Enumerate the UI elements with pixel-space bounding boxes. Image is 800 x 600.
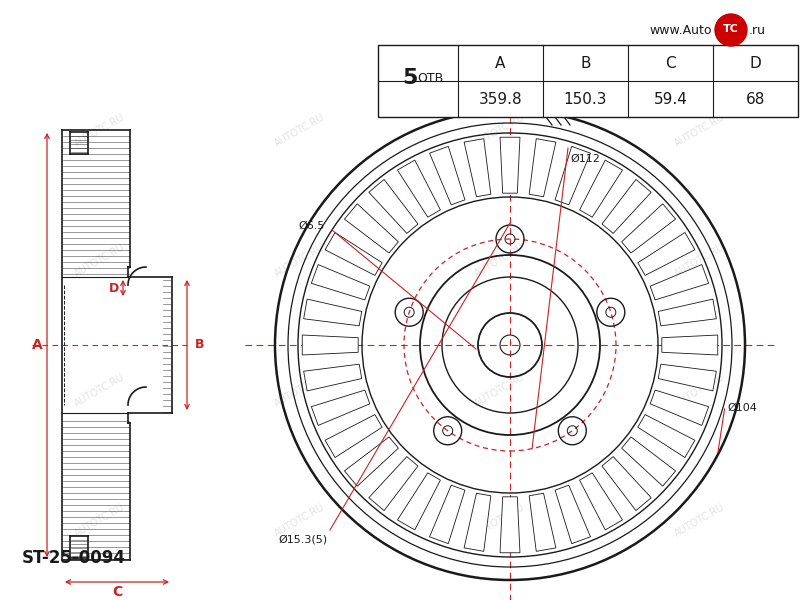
Text: B: B (195, 338, 205, 352)
Polygon shape (345, 204, 398, 253)
Text: 68: 68 (746, 91, 765, 107)
Text: AUTOTC.RU: AUTOTC.RU (473, 502, 527, 538)
Text: AUTOTC.RU: AUTOTC.RU (673, 502, 727, 538)
Polygon shape (464, 139, 491, 197)
Text: ST-25-0094: ST-25-0094 (22, 549, 126, 567)
Text: A: A (495, 55, 506, 70)
Polygon shape (325, 415, 382, 458)
Polygon shape (325, 232, 382, 275)
Polygon shape (579, 160, 622, 217)
Text: AUTOTC.RU: AUTOTC.RU (73, 242, 127, 278)
Text: AUTOTC.RU: AUTOTC.RU (473, 112, 527, 148)
Polygon shape (500, 497, 520, 553)
Text: D: D (109, 281, 119, 295)
Polygon shape (662, 335, 718, 355)
Text: Ø6.5: Ø6.5 (298, 221, 324, 231)
Text: AUTOTC.RU: AUTOTC.RU (273, 242, 327, 278)
Polygon shape (302, 335, 358, 355)
Text: 150.3: 150.3 (564, 91, 607, 107)
Text: AUTOTC.RU: AUTOTC.RU (673, 371, 727, 409)
Text: AUTOTC.RU: AUTOTC.RU (273, 371, 327, 409)
Text: 359.8: 359.8 (478, 91, 522, 107)
Text: B: B (580, 55, 590, 70)
Text: .ru: .ru (749, 23, 766, 37)
Polygon shape (579, 473, 622, 530)
Text: AUTOTC.RU: AUTOTC.RU (673, 242, 727, 278)
Polygon shape (650, 390, 709, 425)
Text: 59.4: 59.4 (654, 91, 687, 107)
Text: AUTOTC.RU: AUTOTC.RU (273, 502, 327, 538)
Polygon shape (622, 204, 675, 253)
Text: AUTOTC.RU: AUTOTC.RU (273, 112, 327, 148)
Text: A: A (32, 338, 42, 352)
Text: 5: 5 (402, 68, 418, 88)
Text: AUTOTC.RU: AUTOTC.RU (73, 112, 127, 148)
Text: www.Auto: www.Auto (650, 23, 712, 37)
Polygon shape (311, 265, 370, 300)
Polygon shape (304, 364, 362, 391)
Polygon shape (430, 146, 465, 205)
Polygon shape (658, 299, 716, 326)
Polygon shape (622, 437, 675, 486)
Text: AUTOTC.RU: AUTOTC.RU (73, 371, 127, 409)
Text: D: D (750, 55, 762, 70)
Polygon shape (638, 415, 695, 458)
Circle shape (715, 14, 747, 46)
Polygon shape (529, 493, 556, 551)
Polygon shape (638, 232, 695, 275)
Text: C: C (112, 585, 122, 599)
Polygon shape (369, 179, 418, 233)
Polygon shape (602, 457, 651, 511)
Text: TC: TC (723, 24, 739, 34)
Polygon shape (555, 146, 590, 205)
Polygon shape (398, 160, 441, 217)
Polygon shape (304, 299, 362, 326)
Text: Ø104: Ø104 (727, 403, 757, 413)
Polygon shape (464, 493, 491, 551)
Text: ОТВ.: ОТВ. (417, 71, 447, 85)
Polygon shape (500, 137, 520, 193)
Polygon shape (311, 390, 370, 425)
Polygon shape (345, 437, 398, 486)
Text: AUTOTC.RU: AUTOTC.RU (73, 502, 127, 538)
Polygon shape (602, 179, 651, 233)
Polygon shape (658, 364, 716, 391)
Text: AUTOTC.RU: AUTOTC.RU (473, 371, 527, 409)
Text: AUTOTC.RU: AUTOTC.RU (673, 112, 727, 148)
Polygon shape (398, 473, 441, 530)
Polygon shape (555, 485, 590, 544)
Text: AUTOTC.RU: AUTOTC.RU (473, 242, 527, 278)
Polygon shape (650, 265, 709, 300)
Polygon shape (529, 139, 556, 197)
Polygon shape (430, 485, 465, 544)
Bar (378, 45, 798, 117)
Text: Ø112: Ø112 (570, 154, 600, 164)
Text: Ø15.3(5): Ø15.3(5) (278, 534, 327, 544)
Text: C: C (665, 55, 676, 70)
Polygon shape (369, 457, 418, 511)
